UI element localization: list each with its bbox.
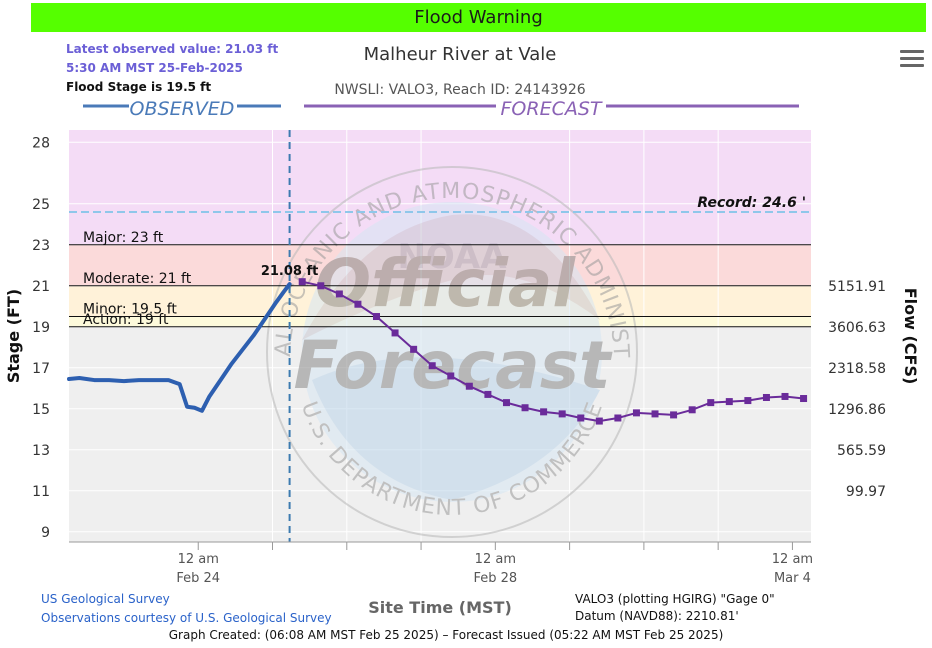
chart-title: Malheur River at Vale [364, 44, 557, 65]
y-axis-title: Stage (FT) [4, 289, 23, 383]
latest-observed-time: 5:30 AM MST 25-Feb-2025 [66, 61, 243, 75]
chart-subtitle: NWSLI: VALO3, Reach ID: 24143926 [334, 82, 585, 98]
y-tick-label: 11 [32, 484, 50, 500]
forecast-point [317, 282, 325, 290]
forecast-point [521, 404, 529, 412]
x-tick-label-date: Feb 28 [473, 571, 517, 586]
forecast-point [781, 392, 789, 400]
y-tick-label: 9 [41, 525, 50, 541]
y-tick-label: 19 [32, 320, 50, 336]
usgs-link[interactable]: US Geological Survey [41, 592, 170, 606]
x-axis-title: Site Time (MST) [368, 598, 512, 617]
forecast-point [800, 395, 808, 403]
forecast-point [391, 329, 399, 337]
forecast-point [688, 406, 696, 414]
forecast-point [502, 399, 510, 407]
forecast-point [762, 393, 770, 401]
x-tick-label-time: 12 am [475, 552, 516, 567]
y-tick-label: 25 [32, 197, 50, 213]
x-tick-label-date: Mar 4 [774, 571, 811, 586]
forecast-point [428, 362, 436, 370]
seal-noaa-text: NOAA [397, 237, 507, 277]
x-tick-label-time: 12 am [772, 552, 813, 567]
forecast-point [651, 410, 659, 418]
observations-courtesy-link[interactable]: Observations courtesy of U.S. Geological… [41, 611, 332, 625]
y-tick-label: 17 [32, 361, 50, 377]
forecast-point [744, 397, 752, 405]
watermark-official-text: Official [315, 245, 576, 322]
flow-tick-label: 3606.63 [828, 320, 886, 336]
forecast-point [725, 398, 733, 406]
forecast-point [614, 414, 622, 422]
x-tick-label-time: 12 am [178, 552, 219, 567]
hamburger-menu-icon[interactable] [900, 50, 924, 70]
observed-label: OBSERVED [130, 98, 235, 120]
threshold-label-minor: Minor: 19.5 ft [83, 302, 177, 318]
forecast-point [465, 382, 473, 390]
forecast-point [540, 408, 548, 416]
threshold-label-major: Major: 23 ft [83, 230, 164, 246]
x-tick-label-date: Feb 24 [176, 571, 220, 586]
datum-line-2: Datum (NAVD88): 2210.81' [575, 609, 739, 623]
forecast-point [558, 410, 566, 418]
seal-wave-shape [312, 357, 600, 500]
watermark-forecast-text: Forecast [293, 327, 613, 404]
flow-tick-label: 1296.86 [828, 402, 886, 418]
flood-stage-note: Flood Stage is 19.5 ft [66, 80, 211, 94]
forecast-label: FORECAST [500, 98, 602, 120]
seal-outer-ring [266, 166, 638, 538]
latest-observed-value: Latest observed value: 21.03 ft [66, 42, 278, 56]
forecast-point [707, 399, 715, 407]
forecast-point [335, 290, 343, 298]
forecast-point [372, 313, 380, 321]
observed-series-line [67, 282, 292, 413]
flow-tick-label: 5151.91 [828, 279, 886, 295]
seal-bird-shape [302, 214, 600, 340]
forecast-point [595, 417, 603, 425]
y-tick-label: 15 [32, 402, 50, 418]
forecast-series-line [302, 280, 804, 423]
flood-warning-banner: Flood Warning [31, 3, 926, 32]
forecast-point [577, 414, 585, 422]
threshold-label-action: Action: 19 ft [83, 312, 169, 328]
observed-peak-label: 21.08 ft [261, 264, 319, 279]
forecast-point [354, 300, 362, 308]
y-tick-label: 23 [32, 238, 50, 254]
flow-tick-label: 99.97 [846, 484, 886, 500]
y-tick-label: 21 [32, 279, 50, 295]
forecast-point [410, 345, 418, 353]
forecast-point [447, 372, 455, 380]
flow-tick-label: 2318.58 [828, 361, 886, 377]
y2-axis-title: Flow (CFS) [901, 288, 920, 385]
y-tick-label: 28 [32, 135, 50, 151]
forecast-point [484, 390, 492, 398]
flow-tick-label: 565.59 [837, 443, 886, 459]
threshold-label-moderate: Moderate: 21 ft [83, 271, 192, 287]
forecast-point [298, 278, 306, 286]
forecast-point [632, 409, 640, 417]
datum-line-1: VALO3 (plotting HGIRG) "Gage 0" [575, 592, 775, 606]
record-label: Record: 24.6 ' [697, 195, 806, 211]
graph-created-note: Graph Created: (06:08 AM MST Feb 25 2025… [169, 628, 724, 642]
forecast-point [670, 411, 678, 419]
y-tick-label: 13 [32, 443, 50, 459]
